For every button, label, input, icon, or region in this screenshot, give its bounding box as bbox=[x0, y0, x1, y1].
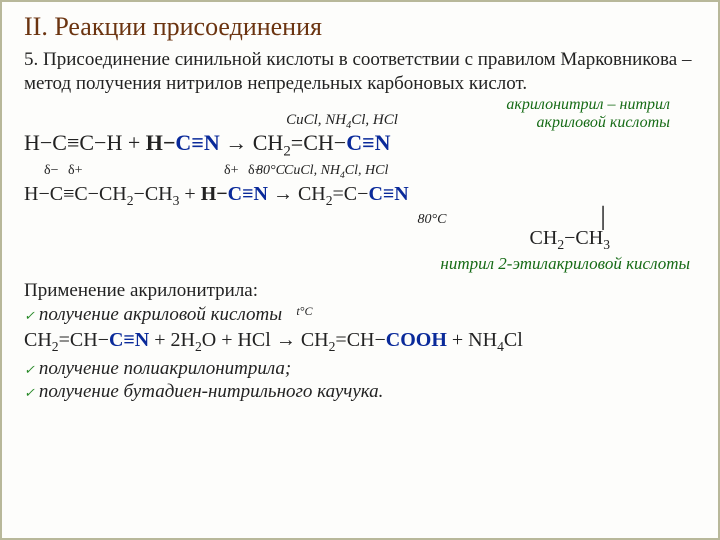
conditions-row-2: δ+ δ− CuCl, NH4Cl, HCl bbox=[224, 163, 700, 181]
equation-1: H−C≡C−H + H−C≡N → CH2=CH−C≡N bbox=[24, 129, 700, 161]
check-icon: ✓ bbox=[24, 308, 35, 323]
product-tail: │ CH2−CH3 bbox=[24, 208, 700, 252]
check-icon: ✓ bbox=[24, 362, 35, 377]
note-nitrile-2: нитрил 2-этилакриловой кислоты bbox=[24, 254, 700, 274]
bullet-3: ✓получение бутадиен-нитрильного каучука. bbox=[24, 381, 700, 403]
bullet-1: ✓получение акриловой кислоты t°C bbox=[24, 304, 700, 326]
slide-title: II. Реакции присоединения bbox=[24, 12, 700, 42]
application-header: Применение акрилонитрила: bbox=[24, 280, 700, 302]
intro-text: 5. Присоединение синильной кислоты в соо… bbox=[24, 48, 700, 96]
check-icon: ✓ bbox=[24, 385, 35, 400]
equation-3: CH2=CH−C≡N + 2H2O + HCl → CH2=CH−COOH + … bbox=[24, 328, 700, 356]
bullet-2: ✓получение полиакрилонитрила; bbox=[24, 358, 700, 380]
